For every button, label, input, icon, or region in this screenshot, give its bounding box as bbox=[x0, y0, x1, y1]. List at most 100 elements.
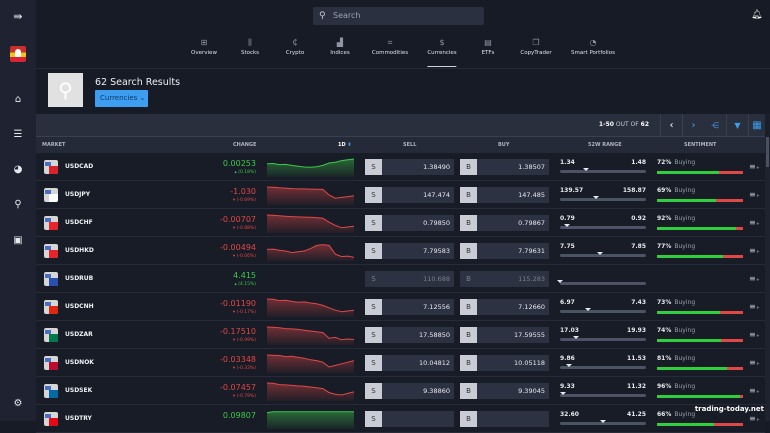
buy-button[interactable]: B bbox=[460, 271, 477, 287]
table-row[interactable]: USDNOK -0.03348 ▾ (-0.33%) S 10.04812 B 1… bbox=[36, 349, 765, 377]
sell-price[interactable]: 1.38490 bbox=[382, 159, 454, 175]
buy-button[interactable]: B bbox=[460, 159, 477, 175]
buy-price[interactable] bbox=[477, 411, 549, 427]
sell-price[interactable]: 110.688 bbox=[382, 271, 454, 287]
table-row[interactable]: USDHKD -0.00494 ▾ (-0.06%) S 7.79583 B 7.… bbox=[36, 237, 765, 265]
table-row[interactable]: USDJPY -1.030 ▾ (-0.69%) S 147.474 B 147.… bbox=[36, 181, 765, 209]
buy-button[interactable]: B bbox=[460, 327, 477, 343]
col-buy[interactable]: BUY bbox=[498, 142, 510, 148]
col-52w-range[interactable]: 52W RANGE bbox=[588, 142, 622, 148]
tab-stocks[interactable]: ⫼ Stocks bbox=[241, 38, 259, 56]
buy-button[interactable]: B bbox=[460, 383, 477, 399]
bell-icon[interactable]: 🔔︎ bbox=[751, 10, 763, 20]
add-to-watchlist-icon[interactable]: ≡₊ bbox=[749, 302, 760, 311]
sell-button[interactable]: S bbox=[365, 271, 382, 287]
table-row[interactable]: USDCHF -0.00707 ▾ (-0.88%) S 0.79850 B 0.… bbox=[36, 209, 765, 237]
table-row[interactable]: USDCNH -0.01190 ▾ (-0.17%) S 7.12556 B 7.… bbox=[36, 293, 765, 321]
tab-crypto[interactable]: ₵ Crypto bbox=[286, 38, 304, 56]
col-sell[interactable]: SELL bbox=[403, 142, 417, 148]
watchlist-icon[interactable]: ☰ bbox=[13, 129, 23, 140]
buy-price[interactable]: 115.283 bbox=[477, 271, 549, 287]
market-name[interactable]: USDNOK bbox=[65, 359, 94, 366]
tab-etfs[interactable]: ▤ ETFs bbox=[482, 38, 495, 56]
market-name[interactable]: USDCNH bbox=[65, 303, 94, 310]
collapse-icon[interactable]: ⇛ bbox=[13, 10, 23, 23]
sell-button[interactable]: S bbox=[365, 383, 382, 399]
sell-price[interactable]: 10.04812 bbox=[382, 355, 454, 371]
buy-price[interactable]: 9.39045 bbox=[477, 383, 549, 399]
sell-button[interactable]: S bbox=[365, 411, 382, 427]
buy-button[interactable]: B bbox=[460, 411, 477, 427]
market-name[interactable]: USDRUB bbox=[65, 275, 94, 282]
avatar[interactable] bbox=[10, 46, 26, 62]
col-period[interactable]: 1D ⬍ bbox=[338, 142, 352, 148]
add-to-watchlist-icon[interactable]: ≡₊ bbox=[749, 246, 760, 255]
table-row[interactable]: USDSEK -0.07457 ▾ (-0.79%) S 9.38860 B 9.… bbox=[36, 377, 765, 405]
share-icon[interactable]: ⋲ bbox=[711, 121, 719, 130]
add-to-watchlist-icon[interactable]: ≡₊ bbox=[749, 218, 760, 227]
buy-button[interactable]: B bbox=[460, 299, 477, 315]
sell-price[interactable] bbox=[382, 411, 454, 427]
buy-button[interactable]: B bbox=[460, 243, 477, 259]
add-to-watchlist-icon[interactable]: ≡₊ bbox=[749, 162, 760, 171]
wallet-icon[interactable]: ▣ bbox=[13, 235, 23, 246]
sell-price[interactable]: 7.79583 bbox=[382, 243, 454, 259]
buy-button[interactable]: B bbox=[460, 187, 477, 203]
market-name[interactable]: USDSEK bbox=[65, 387, 93, 394]
sell-price[interactable]: 147.474 bbox=[382, 187, 454, 203]
market-name[interactable]: USDCAD bbox=[65, 163, 94, 170]
buy-price[interactable]: 0.79867 bbox=[477, 215, 549, 231]
next-page-button[interactable]: › bbox=[682, 114, 704, 137]
col-change[interactable]: CHANGE bbox=[233, 142, 257, 148]
buy-price[interactable]: 7.79631 bbox=[477, 243, 549, 259]
market-name[interactable]: USDTRY bbox=[65, 415, 92, 422]
portfolio-icon[interactable]: ◕ bbox=[13, 164, 23, 175]
market-name[interactable]: USDZAR bbox=[65, 331, 93, 338]
add-to-watchlist-icon[interactable]: ≡₊ bbox=[749, 190, 760, 199]
tab-currencies[interactable]: $ Currencies bbox=[427, 38, 457, 67]
sell-button[interactable]: S bbox=[365, 327, 382, 343]
add-to-watchlist-icon[interactable]: ≡₊ bbox=[749, 274, 760, 283]
settings-icon[interactable]: ⚙ bbox=[13, 398, 23, 409]
buy-button[interactable]: B bbox=[460, 215, 477, 231]
tab-overview[interactable]: ⊞ Overview bbox=[191, 38, 217, 56]
buy-price[interactable]: 7.12660 bbox=[477, 299, 549, 315]
sell-price[interactable]: 17.58850 bbox=[382, 327, 454, 343]
tab-smart-portfolios[interactable]: ◔ Smart Portfolios bbox=[571, 38, 615, 56]
tab-indices[interactable]: ▟ Indices bbox=[330, 38, 349, 56]
prev-page-button[interactable]: ‹ bbox=[660, 114, 682, 137]
sell-button[interactable]: S bbox=[365, 187, 382, 203]
market-name[interactable]: USDCHF bbox=[65, 219, 93, 226]
sell-price[interactable]: 7.12556 bbox=[382, 299, 454, 315]
scrollbar[interactable] bbox=[765, 137, 770, 421]
sell-price[interactable]: 0.79850 bbox=[382, 215, 454, 231]
table-row[interactable]: USDTRY 0.09807 S B 32.60 41.25 66% Buying… bbox=[36, 405, 765, 433]
add-to-watchlist-icon[interactable]: ≡₊ bbox=[749, 330, 760, 339]
home-icon[interactable]: ⌂ bbox=[14, 94, 22, 105]
table-row[interactable]: USDCAD 0.00253 ▴ (0.18%) S 1.38490 B 1.38… bbox=[36, 153, 765, 181]
col-sentiment[interactable]: SENTIMENT bbox=[684, 142, 717, 148]
tab-copytrader[interactable]: ❐ CopyTrader bbox=[520, 38, 551, 56]
search-icon[interactable]: ⚲ bbox=[14, 199, 22, 210]
sell-button[interactable]: S bbox=[365, 215, 382, 231]
buy-price[interactable]: 147.485 bbox=[477, 187, 549, 203]
add-to-watchlist-icon[interactable]: ≡₊ bbox=[749, 386, 760, 395]
table-row[interactable]: USDRUB 4.415 ▴ (4.15%) S 110.688 B 115.28… bbox=[36, 265, 765, 293]
buy-button[interactable]: B bbox=[460, 355, 477, 371]
market-name[interactable]: USDJPY bbox=[65, 191, 91, 198]
grid-view-icon[interactable]: ▦ bbox=[748, 114, 765, 137]
buy-price[interactable]: 17.59555 bbox=[477, 327, 549, 343]
add-to-watchlist-icon[interactable]: ≡₊ bbox=[749, 414, 760, 423]
sell-button[interactable]: S bbox=[365, 355, 382, 371]
sell-price[interactable]: 9.38860 bbox=[382, 383, 454, 399]
search-input[interactable]: ⚲ Search bbox=[313, 7, 484, 25]
filter-dropdown[interactable]: Currencies ⌄ bbox=[95, 90, 148, 107]
buy-price[interactable]: 1.38507 bbox=[477, 159, 549, 175]
sell-button[interactable]: S bbox=[365, 159, 382, 175]
table-row[interactable]: USDZAR -0.17510 ▾ (-0.99%) S 17.58850 B 1… bbox=[36, 321, 765, 349]
tab-commodities[interactable]: ⌗ Commodities bbox=[372, 38, 408, 56]
sell-button[interactable]: S bbox=[365, 299, 382, 315]
filter-icon[interactable]: ▼ bbox=[726, 114, 748, 137]
add-to-watchlist-icon[interactable]: ≡₊ bbox=[749, 358, 760, 367]
buy-price[interactable]: 10.05118 bbox=[477, 355, 549, 371]
